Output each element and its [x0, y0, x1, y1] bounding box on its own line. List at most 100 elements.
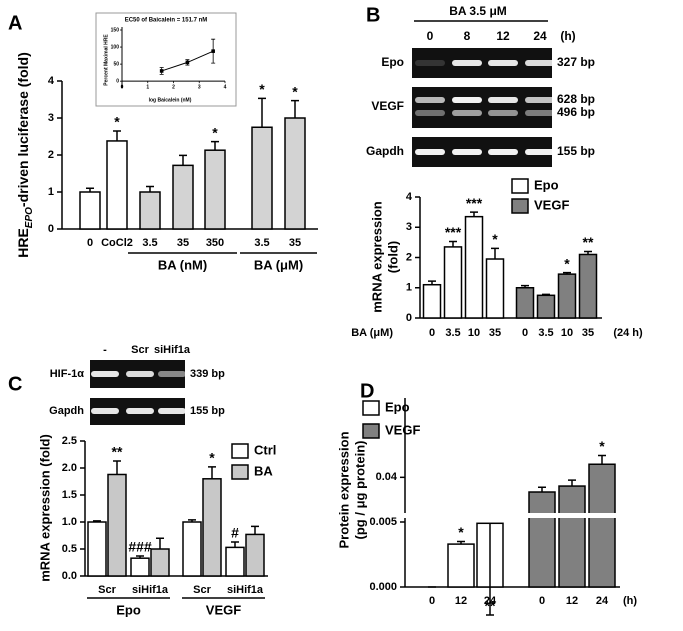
significance-label: * — [458, 524, 464, 540]
inset-frame — [95, 12, 237, 107]
bar — [106, 140, 128, 230]
y-axis-label: mRNA expression — [369, 201, 384, 313]
gel-lane-label: 8 — [464, 29, 471, 43]
x-tick-label: 10 — [468, 327, 480, 339]
gel-band — [525, 97, 555, 103]
x-tick-label: Scr — [193, 584, 211, 596]
bar — [464, 215, 484, 319]
error-bar — [113, 130, 121, 141]
gel-band — [452, 110, 482, 116]
gel-band — [415, 97, 445, 103]
legend-swatch — [362, 400, 380, 416]
gel-band — [452, 97, 482, 103]
gel-band — [452, 60, 482, 66]
error-bar — [208, 466, 216, 479]
bar — [443, 246, 463, 319]
gel-band — [525, 60, 555, 66]
gel-band — [488, 60, 518, 66]
error-bar — [146, 185, 154, 192]
x-tick-label: CoCl2 — [101, 237, 133, 249]
y-tick-label: 1.5 — [62, 489, 77, 501]
panel-letter: A — [8, 12, 22, 34]
significance-label: * — [209, 450, 215, 466]
error-bar — [491, 247, 499, 260]
y-tick-label: 2.5 — [62, 435, 77, 447]
gel-band — [158, 371, 186, 377]
error-bar — [136, 555, 144, 559]
inset-x-tick-label: 4 — [224, 85, 227, 91]
x-tick-label: 24 — [596, 595, 609, 607]
significance-label: *** — [466, 195, 483, 211]
x-tick-label: Scr — [98, 584, 116, 596]
significance-label: ** — [485, 598, 496, 614]
inset-x-tick-label: 2 — [172, 85, 175, 91]
gel-header: BA 3.5 μM — [449, 4, 507, 18]
error-bar — [542, 293, 550, 296]
inset-x-label: log Baicalein (nM) — [149, 97, 192, 103]
error-bar — [598, 454, 606, 465]
y-tick-label: 3 — [48, 112, 54, 124]
x-tick-label: 12 — [566, 595, 578, 607]
group-label: BA (μM) — [254, 257, 303, 272]
gel-lane-label: - — [103, 344, 107, 356]
bar — [79, 191, 101, 230]
bar — [87, 521, 107, 577]
bar — [107, 473, 127, 577]
gel-row-label: Epo — [381, 55, 404, 69]
y-axis-label: (pg / μg protein) — [352, 441, 367, 540]
x-tick-label: 35 — [489, 327, 501, 339]
legend-label: VEGF — [385, 422, 420, 437]
group-label: BA (nM) — [158, 257, 207, 272]
x-tick-label: 0 — [429, 327, 435, 339]
legend-label: Epo — [385, 399, 410, 414]
gel-band — [488, 149, 518, 155]
y-axis-label-part: -driven luciferase (fold) — [15, 52, 31, 207]
bar — [172, 164, 194, 230]
bar — [422, 283, 442, 319]
y-tick-label: 0 — [406, 312, 412, 324]
gel-lane-label: Scr — [131, 344, 149, 356]
bar — [251, 126, 273, 230]
inset-point — [211, 49, 215, 53]
bar — [225, 546, 245, 577]
legend-swatch — [511, 198, 529, 214]
x-tick-label: 3.5 — [254, 237, 269, 249]
gel-lane-unit: (h) — [560, 29, 575, 43]
error-bar — [211, 140, 219, 151]
bar — [515, 287, 535, 319]
error-bar — [563, 271, 571, 275]
inset-point — [185, 60, 190, 65]
significance-label: # — [231, 525, 239, 541]
x-axis-suffix: (24 h) — [613, 327, 643, 339]
gel-size-label: 327 bp — [557, 55, 595, 69]
gel-row-label: HIF-1α — [50, 368, 85, 380]
x-tick-label: 0 — [522, 327, 528, 339]
error-bar — [231, 541, 239, 548]
x-tick-label: 0 — [87, 237, 93, 249]
inset-y-tick-label: 150 — [111, 27, 120, 33]
error-bar — [179, 154, 187, 166]
inset-y-tick-label: 100 — [111, 44, 120, 50]
gel-size-label: 155 bp — [557, 144, 595, 158]
y-axis-label: HREEPO-driven luciferase (fold) — [15, 52, 35, 258]
y-axis-label-part: HRE — [15, 228, 31, 258]
y-axis-label: Protein expression — [336, 431, 351, 548]
y-tick-label: 1.0 — [62, 516, 77, 528]
x-axis-suffix: (h) — [623, 595, 637, 607]
gel-lane-label: 0 — [427, 29, 434, 43]
gel-band — [158, 408, 186, 414]
error-bar — [251, 525, 259, 535]
inset-x-tick-label: 1 — [146, 85, 149, 91]
bar — [182, 521, 202, 577]
x-tick-label: 24 — [484, 595, 497, 607]
inset-x-tick-label: 0 — [121, 85, 124, 91]
error-bar — [470, 211, 478, 217]
legend-label: Ctrl — [254, 442, 276, 457]
gel-row-label: VEGF — [371, 99, 404, 113]
x-tick-label: 35 — [582, 327, 594, 339]
inset-point — [159, 69, 164, 73]
y-tick-label: 3 — [406, 221, 412, 233]
gel-row-label: Gapdh — [49, 405, 84, 417]
x-tick-label: 3.5 — [142, 237, 157, 249]
significance-label: * — [564, 255, 570, 271]
